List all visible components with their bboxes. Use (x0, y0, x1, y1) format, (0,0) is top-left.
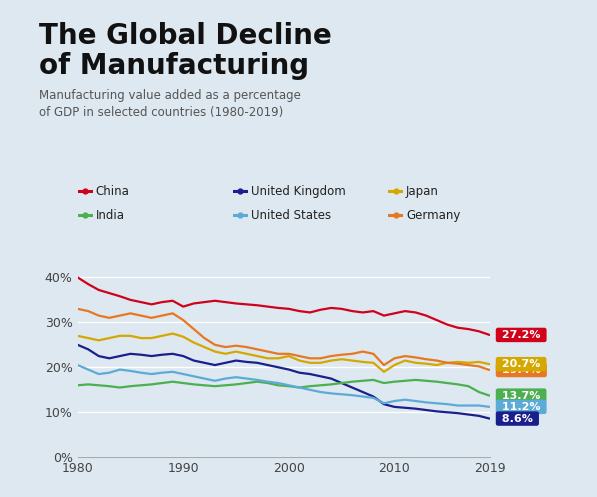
Text: 19.4%: 19.4% (498, 365, 544, 375)
Text: The Global Decline: The Global Decline (39, 22, 331, 50)
Text: Manufacturing value added as a percentage
of GDP in selected countries (1980-201: Manufacturing value added as a percentag… (39, 89, 301, 119)
Text: India: India (96, 209, 125, 222)
Text: of Manufacturing: of Manufacturing (39, 52, 309, 80)
Text: 11.2%: 11.2% (498, 402, 544, 412)
Text: United States: United States (251, 209, 331, 222)
Text: Japan: Japan (406, 185, 439, 198)
Text: United Kingdom: United Kingdom (251, 185, 346, 198)
Text: 20.7%: 20.7% (498, 359, 544, 369)
Text: Germany: Germany (406, 209, 460, 222)
Text: 27.2%: 27.2% (498, 330, 544, 340)
Text: 8.6%: 8.6% (498, 414, 537, 423)
Text: China: China (96, 185, 130, 198)
Text: 13.7%: 13.7% (498, 391, 544, 401)
